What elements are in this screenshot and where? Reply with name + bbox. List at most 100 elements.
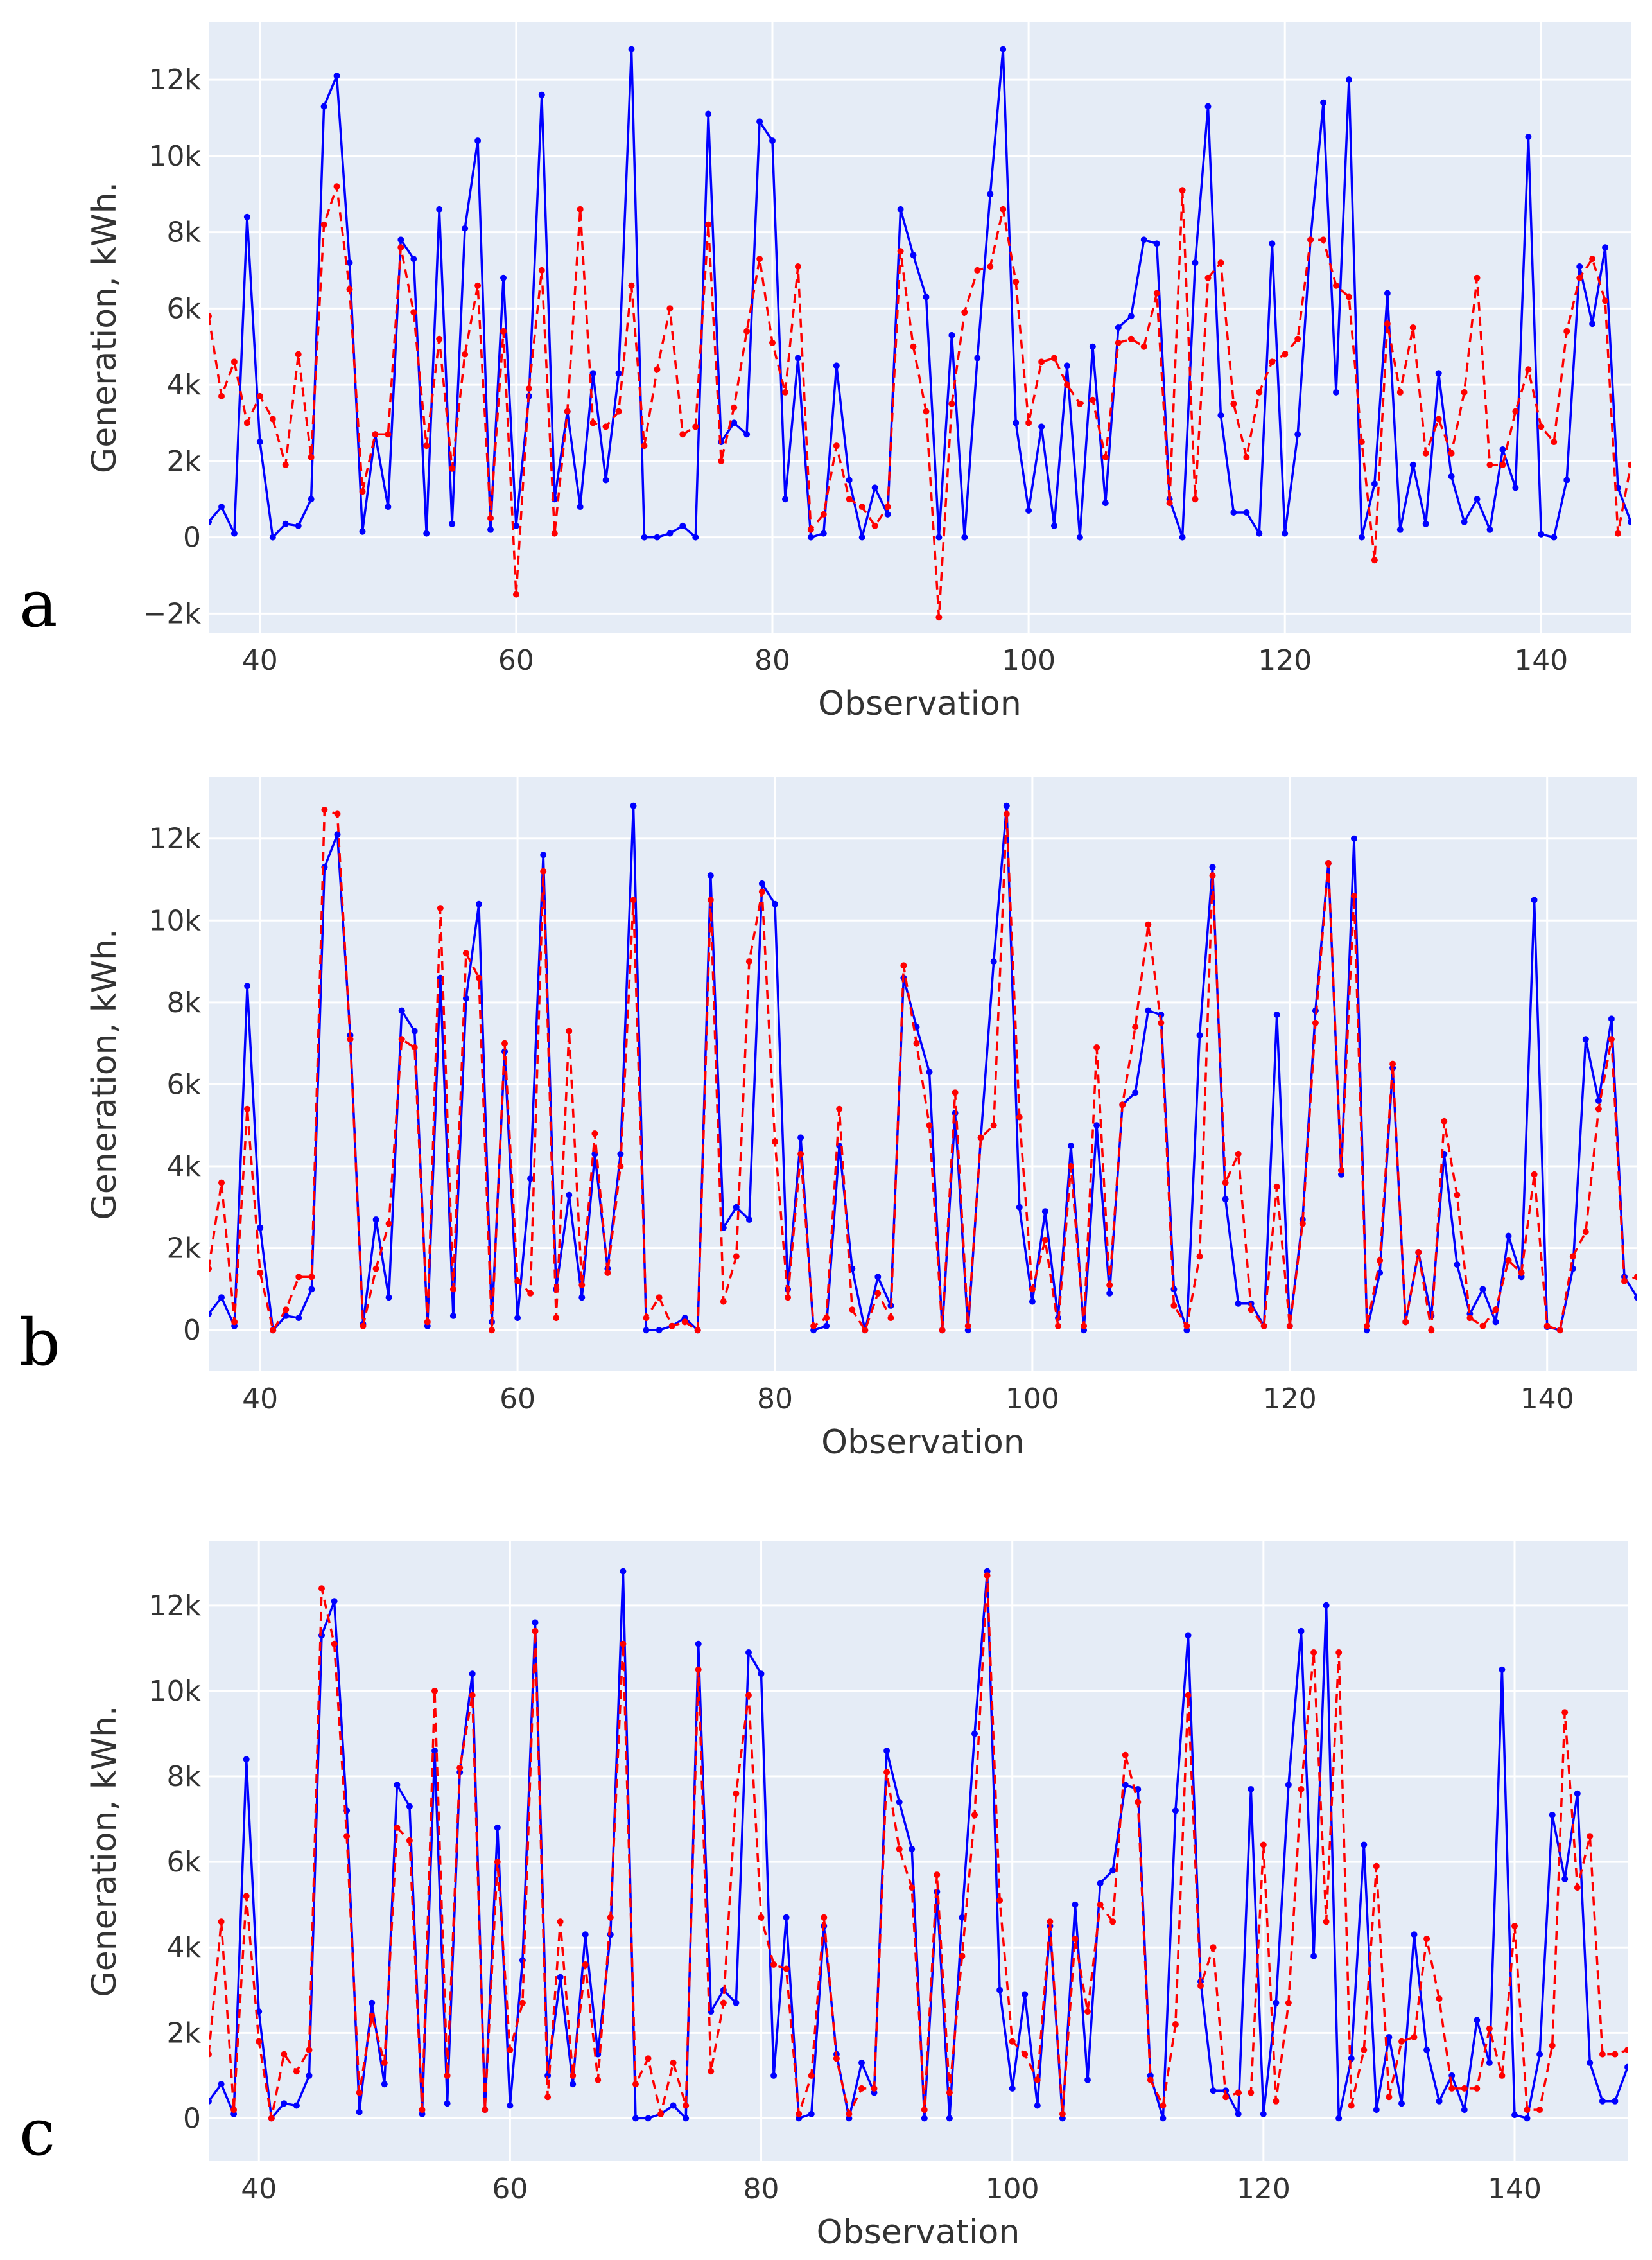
- data-point-actual: [1135, 1786, 1142, 1792]
- data-point-predicted: [372, 431, 379, 438]
- y-tick-label: 12k: [149, 823, 202, 855]
- data-point-predicted: [437, 905, 444, 912]
- data-point-actual: [333, 73, 340, 80]
- data-point-predicted: [1549, 2042, 1556, 2049]
- data-point-actual: [961, 534, 968, 541]
- x-tick-label: 140: [1520, 1383, 1574, 1415]
- data-point-predicted: [406, 1837, 413, 1844]
- y-tick-label: 12k: [149, 64, 202, 96]
- data-point-predicted: [666, 305, 674, 312]
- data-point-predicted: [1499, 461, 1506, 468]
- x-axis-title: Observation: [818, 685, 1022, 723]
- data-point-predicted: [1499, 2072, 1506, 2079]
- data-point-predicted: [230, 2107, 238, 2114]
- y-tick-label: 8k: [167, 1760, 202, 1793]
- data-point-predicted: [449, 1286, 456, 1293]
- data-point-predicted: [1209, 872, 1216, 879]
- data-point-predicted: [1351, 893, 1357, 899]
- data-point-predicted: [582, 1961, 589, 1968]
- data-point-actual: [1435, 370, 1442, 377]
- data-point-actual: [566, 1191, 573, 1198]
- data-point-actual: [431, 1748, 438, 1755]
- data-point-actual: [1486, 526, 1493, 533]
- data-point-actual: [910, 252, 917, 259]
- data-point-actual: [1525, 134, 1532, 141]
- data-point-predicted: [1346, 293, 1352, 301]
- data-point-predicted: [946, 2089, 953, 2096]
- data-point-actual: [218, 2081, 225, 2088]
- data-point-predicted: [1574, 1884, 1581, 1891]
- data-point-predicted: [436, 335, 443, 342]
- data-point-actual: [1269, 240, 1276, 247]
- data-point-actual: [406, 1803, 413, 1810]
- data-point-actual: [381, 2081, 388, 2088]
- data-point-actual: [1587, 2059, 1594, 2066]
- plot-area: [209, 22, 1631, 633]
- data-point-predicted: [846, 2110, 853, 2117]
- data-point-actual: [1016, 1204, 1023, 1211]
- data-point-actual: [308, 496, 315, 503]
- data-point-actual: [1589, 320, 1596, 328]
- data-point-actual: [630, 802, 637, 809]
- data-point-predicted: [501, 1040, 508, 1047]
- data-point-predicted: [1402, 1318, 1409, 1326]
- data-point-actual: [756, 118, 763, 125]
- data-point-predicted: [683, 2102, 690, 2109]
- data-point-predicted: [469, 1692, 476, 1699]
- data-point-actual: [1549, 1811, 1556, 1818]
- x-tick-label: 140: [1514, 644, 1568, 677]
- data-point-actual: [654, 534, 661, 541]
- data-point-actual: [1624, 2063, 1628, 2071]
- data-point-actual: [1204, 103, 1212, 110]
- data-point-predicted: [1415, 1249, 1422, 1256]
- data-point-predicted: [1461, 2085, 1468, 2092]
- data-point-actual: [745, 1216, 752, 1223]
- data-point-predicted: [952, 1089, 959, 1096]
- data-point-actual: [758, 880, 765, 887]
- data-point-predicted: [1204, 274, 1212, 281]
- data-point-predicted: [282, 461, 289, 468]
- data-point-predicted: [595, 2076, 602, 2083]
- data-point-actual: [295, 1315, 302, 1322]
- data-point-predicted: [1536, 2107, 1543, 2114]
- x-axis-title: Observation: [821, 1423, 1025, 1462]
- data-point-predicted: [500, 328, 507, 335]
- data-point-actual: [282, 520, 289, 527]
- data-point-predicted: [1135, 1799, 1142, 1805]
- data-point-predicted: [1511, 1923, 1518, 1929]
- data-point-actual: [1285, 1782, 1292, 1789]
- data-point-actual: [874, 1274, 882, 1281]
- data-point-predicted: [1486, 461, 1493, 468]
- data-point-actual: [512, 522, 519, 529]
- data-point-actual: [1106, 1290, 1113, 1297]
- data-point-actual: [1512, 484, 1519, 491]
- data-point-predicted: [836, 1105, 843, 1112]
- y-tick-label: 10k: [149, 904, 202, 937]
- data-point-actual: [666, 530, 674, 537]
- data-point-actual: [1145, 1007, 1152, 1014]
- data-point-predicted: [1230, 400, 1237, 407]
- data-point-actual: [507, 2102, 514, 2109]
- data-point-predicted: [1122, 1751, 1129, 1758]
- data-point-actual: [808, 2110, 815, 2117]
- data-point-predicted: [1587, 1833, 1594, 1840]
- data-point-predicted: [770, 1961, 778, 1968]
- data-point-predicted: [411, 1044, 418, 1051]
- data-point-actual: [1029, 1298, 1036, 1305]
- data-point-predicted: [1323, 1918, 1330, 1925]
- data-point-predicted: [668, 1322, 675, 1329]
- data-point-predicted: [1512, 408, 1519, 415]
- data-point-predicted: [910, 343, 917, 350]
- data-point-actual: [1454, 1261, 1461, 1268]
- data-point-predicted: [449, 465, 456, 472]
- data-point-actual: [1294, 431, 1301, 438]
- data-point-predicted: [244, 1105, 251, 1112]
- data-point-predicted: [1377, 1257, 1384, 1264]
- data-point-actual: [356, 2108, 363, 2115]
- data-point-predicted: [632, 2081, 639, 2088]
- panel-b: 40 60 80 100 120 140 0 2k 4k 6k 8k 10k 12k Observatio…: [19, 777, 1637, 1462]
- data-point-predicted: [1624, 2047, 1628, 2053]
- data-point-actual: [1230, 509, 1237, 516]
- data-point-actual: [1538, 530, 1545, 538]
- data-point-predicted: [656, 1294, 663, 1301]
